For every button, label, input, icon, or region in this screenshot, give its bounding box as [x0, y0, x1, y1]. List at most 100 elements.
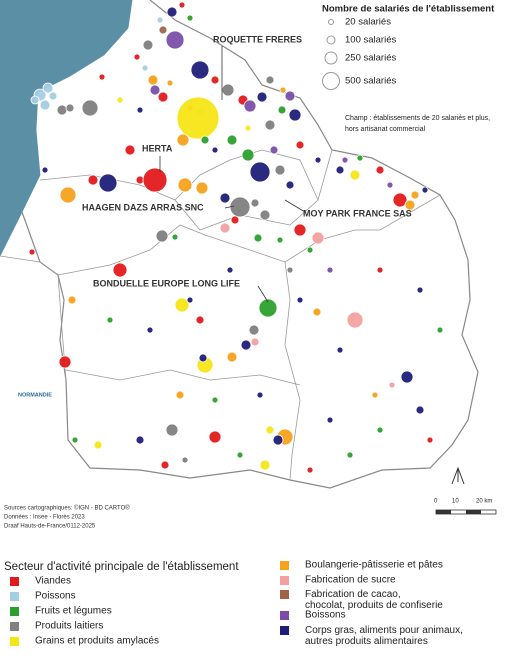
- establishment: [259, 209, 271, 221]
- establishment: [165, 30, 185, 50]
- legend-label: Fabrication de sucre: [305, 575, 396, 586]
- establishment: [243, 99, 257, 113]
- legend-label: Poissons: [35, 591, 76, 602]
- size-legend-symbols: [322, 19, 340, 90]
- establishment: [71, 436, 79, 444]
- establishment: [286, 266, 294, 274]
- establishment: [87, 174, 99, 186]
- establishment: [336, 346, 344, 354]
- establishment: [248, 324, 260, 336]
- establishment: [98, 73, 106, 81]
- establishment: [392, 192, 408, 208]
- establishment: [149, 84, 161, 96]
- establishment: [426, 436, 434, 444]
- legend-label: Grains et produits amylacés: [35, 636, 159, 647]
- establishment: [142, 167, 168, 193]
- establishment: [277, 105, 287, 115]
- establishment: [288, 108, 302, 122]
- legend-swatch: [10, 577, 19, 586]
- establishment: [436, 326, 444, 334]
- establishment: [236, 451, 244, 459]
- source: Sources cartographiques: ©IGN - BD CARTO…: [4, 505, 130, 512]
- establishment: [198, 353, 208, 363]
- scale-label: 0: [434, 499, 438, 505]
- company-label: BONDUELLE EUROPE LONG LIFE: [93, 278, 240, 288]
- company-label: HERTA: [142, 143, 173, 153]
- establishment: [200, 135, 210, 145]
- establishment: [416, 286, 424, 294]
- source: Données : Insee - Florès 2023: [4, 515, 85, 521]
- establishment: [376, 426, 384, 434]
- scale-label: 20 km: [476, 499, 492, 505]
- region-label: NORMANDIE: [18, 392, 52, 398]
- establishment: [186, 14, 194, 22]
- legend-swatch: [280, 576, 289, 585]
- source: Draaf Hauts-de-France/0112-2025: [4, 524, 96, 530]
- establishment: [295, 140, 305, 150]
- legend-label: Viandes: [35, 576, 71, 587]
- establishment: [211, 396, 219, 404]
- establishment: [349, 169, 361, 181]
- legend-label: Fabrication de cacao, chocolat, produits …: [305, 589, 443, 611]
- establishment: [166, 6, 178, 18]
- establishment: [314, 156, 322, 164]
- establishment: [256, 391, 264, 399]
- scale-bar: [435, 509, 497, 515]
- establishment: [256, 91, 268, 103]
- establishment: [388, 381, 396, 389]
- establishment: [133, 53, 141, 61]
- establishment: [421, 186, 429, 194]
- establishment: [146, 326, 154, 334]
- establishment: [155, 229, 169, 243]
- establishment: [42, 82, 54, 94]
- establishment: [156, 16, 164, 24]
- legend-label: Boissons: [305, 610, 346, 621]
- establishment: [106, 316, 114, 324]
- establishment: [124, 144, 136, 156]
- establishment: [176, 133, 190, 147]
- establishment: [306, 466, 314, 474]
- establishments: [28, 1, 444, 474]
- company-label: MOY PARK FRANCE SAS: [303, 208, 412, 218]
- establishment: [240, 339, 252, 351]
- establishment: [346, 311, 364, 329]
- legend-swatch: [280, 561, 289, 570]
- establishment: [28, 248, 36, 256]
- establishment: [230, 215, 240, 225]
- establishment: [93, 440, 103, 450]
- establishment: [81, 99, 99, 117]
- establishment: [166, 79, 174, 87]
- legend-label: Fruits et légumes: [35, 606, 112, 617]
- establishment: [208, 430, 222, 444]
- establishment: [59, 186, 77, 204]
- size-legend-label: 100 salariés: [345, 35, 396, 46]
- establishment: [312, 307, 322, 317]
- establishment: [39, 99, 51, 111]
- note: Champ : établissements de 20 salariés et…: [345, 115, 490, 122]
- establishment: [175, 390, 185, 400]
- establishment: [221, 83, 235, 97]
- establishment: [158, 25, 168, 35]
- establishment: [404, 199, 416, 211]
- establishment: [326, 266, 334, 274]
- establishment: [157, 91, 169, 103]
- establishment: [335, 165, 345, 175]
- establishment: [135, 435, 145, 445]
- legend-swatch: [10, 592, 19, 601]
- establishment: [181, 456, 189, 464]
- establishment: [346, 451, 354, 459]
- establishment: [211, 146, 219, 154]
- establishment: [67, 295, 77, 305]
- establishment: [195, 181, 209, 195]
- establishment: [285, 180, 295, 190]
- establishment: [41, 166, 49, 174]
- establishment: [259, 459, 271, 471]
- legend-swatch: [10, 622, 19, 631]
- basemap: [0, 0, 479, 489]
- establishment: [265, 75, 275, 85]
- establishment: [250, 198, 260, 208]
- establishment: [48, 91, 58, 101]
- establishment: [400, 370, 414, 384]
- sector-legend: Viandes Poissons Fruits et légumes Produits…: [10, 560, 463, 647]
